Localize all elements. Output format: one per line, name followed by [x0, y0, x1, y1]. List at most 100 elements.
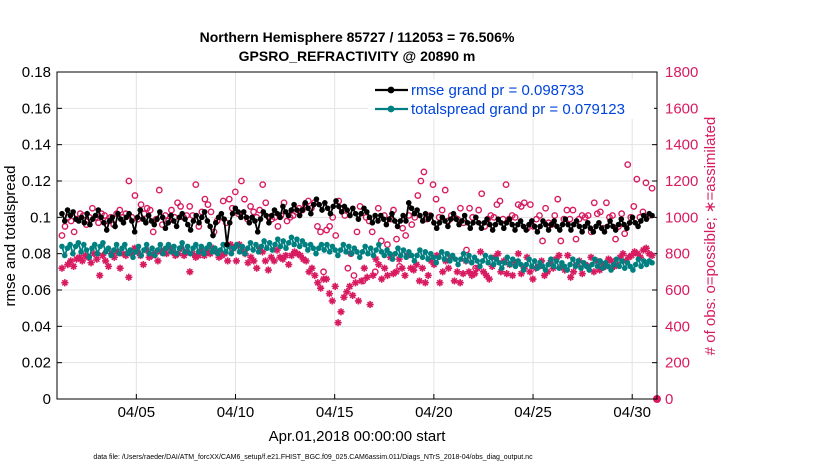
- rmse-point: [467, 225, 474, 232]
- totalspread-point: [277, 243, 284, 250]
- y-axis-right-label: # of obs: o=possible; ∗=assimilated: [702, 117, 719, 356]
- obs-assimilated-point: [186, 268, 194, 276]
- rmse-point: [590, 229, 597, 235]
- rmse-point: [358, 210, 364, 217]
- totalspread-point: [630, 267, 636, 273]
- rmse-point: [81, 219, 88, 226]
- rmse-point: [389, 210, 395, 217]
- obs-assimilated-point: [479, 268, 488, 276]
- rmse-point: [129, 218, 135, 224]
- obs-assimilated-point: [99, 251, 107, 260]
- x-tick-label: 04/30: [613, 404, 651, 421]
- obs-assimilated-point: [101, 257, 110, 265]
- obs-possible-point: [402, 232, 410, 239]
- totalspread-point: [403, 254, 409, 261]
- rmse-point: [350, 205, 356, 212]
- totalspread-point: [182, 249, 188, 255]
- y-right-tick-label: 400: [665, 318, 690, 335]
- rmse-point: [115, 210, 121, 217]
- totalspread-point: [501, 259, 508, 266]
- rmse-point: [394, 223, 401, 230]
- obs-assimilated-point: [642, 244, 650, 252]
- obs-assimilated-point: [224, 257, 232, 265]
- obs-assimilated-point: [381, 264, 389, 272]
- totalspread-point: [452, 256, 459, 262]
- totalspread-point: [179, 239, 185, 246]
- rmse-point: [355, 216, 362, 222]
- rmse-point: [428, 212, 434, 219]
- totalspread-point: [239, 243, 246, 250]
- totalspread-point: [455, 261, 461, 268]
- grid: [57, 72, 657, 399]
- rmse-point: [126, 210, 132, 217]
- rmse-point: [171, 218, 177, 224]
- rmse-point: [615, 221, 622, 228]
- totalspread-point: [621, 265, 628, 272]
- obs-assimilated-point: [421, 279, 429, 287]
- totalspread-point: [578, 265, 584, 272]
- obs-assimilated-point: [511, 259, 520, 267]
- totalspread-point: [113, 241, 120, 248]
- obs-possible-point: [207, 208, 215, 216]
- y-right-tick-label: 0: [665, 391, 673, 408]
- totalspread-point: [572, 263, 579, 270]
- rmse-point: [277, 214, 283, 221]
- obs-possible-point: [317, 228, 324, 236]
- x-axis-label: Apr.01,2018 00:00:00 start: [269, 428, 447, 445]
- obs-assimilated-point: [325, 290, 333, 298]
- rmse-point: [635, 223, 641, 230]
- totalspread-point: [570, 256, 576, 262]
- totalspread-point: [389, 256, 396, 262]
- y-right-tick-label: 200: [665, 355, 690, 372]
- rmse-point: [492, 221, 499, 228]
- totalspread-point: [460, 250, 467, 257]
- obs-possible-point: [384, 241, 391, 248]
- obs-possible-point: [630, 203, 638, 210]
- totalspread-point: [274, 236, 281, 242]
- rmse-point: [137, 207, 144, 213]
- rmse-point: [403, 218, 409, 224]
- legend-box: [368, 79, 654, 119]
- totalspread-point: [143, 241, 150, 248]
- totalspread-point: [397, 252, 404, 259]
- rmse-point: [405, 200, 412, 206]
- rmse-point: [131, 229, 138, 235]
- totalspread-point: [75, 239, 82, 246]
- obs-assimilated-point: [69, 262, 78, 270]
- obs-possible-point: [584, 212, 592, 219]
- obs-possible-point: [438, 206, 446, 214]
- obs-assimilated-point: [555, 251, 563, 260]
- obs-assimilated-point: [67, 257, 75, 265]
- obs-assimilated-point: [578, 270, 586, 278]
- obs-possible-point: [225, 195, 233, 203]
- obs-assimilated-point: [267, 253, 275, 261]
- totalspread-point: [340, 241, 347, 248]
- obs-assimilated-point: [392, 268, 400, 276]
- y-axis-left-label: rmse and totalspread: [2, 166, 19, 307]
- obs-possible-point: [219, 197, 227, 205]
- rmse-point: [168, 212, 174, 219]
- rmse-point: [103, 227, 110, 233]
- totalspread-point: [176, 245, 183, 252]
- obs-assimilated-point: [485, 275, 493, 283]
- totalspread-point: [326, 249, 333, 255]
- totalspread-point: [217, 247, 224, 253]
- obs-assimilated-point: [314, 279, 322, 287]
- obs-assimilated-point: [58, 264, 66, 272]
- totalspread-point: [201, 250, 207, 257]
- rmse-point: [445, 223, 451, 230]
- rmse-point: [134, 214, 141, 221]
- totalspread-point: [285, 239, 292, 246]
- totalspread-point: [324, 241, 330, 248]
- obs-assimilated-point: [529, 275, 537, 283]
- rmse-point: [263, 212, 269, 219]
- totalspread-point: [550, 263, 557, 270]
- rmse-point: [509, 221, 516, 228]
- rmse-point: [59, 210, 65, 217]
- rmse-point: [70, 209, 76, 215]
- obs-possible-point: [475, 206, 483, 214]
- obs-possible-point: [241, 195, 248, 203]
- rmse-point: [431, 219, 437, 226]
- totalspread-point: [105, 245, 112, 252]
- rmse-point: [453, 216, 460, 222]
